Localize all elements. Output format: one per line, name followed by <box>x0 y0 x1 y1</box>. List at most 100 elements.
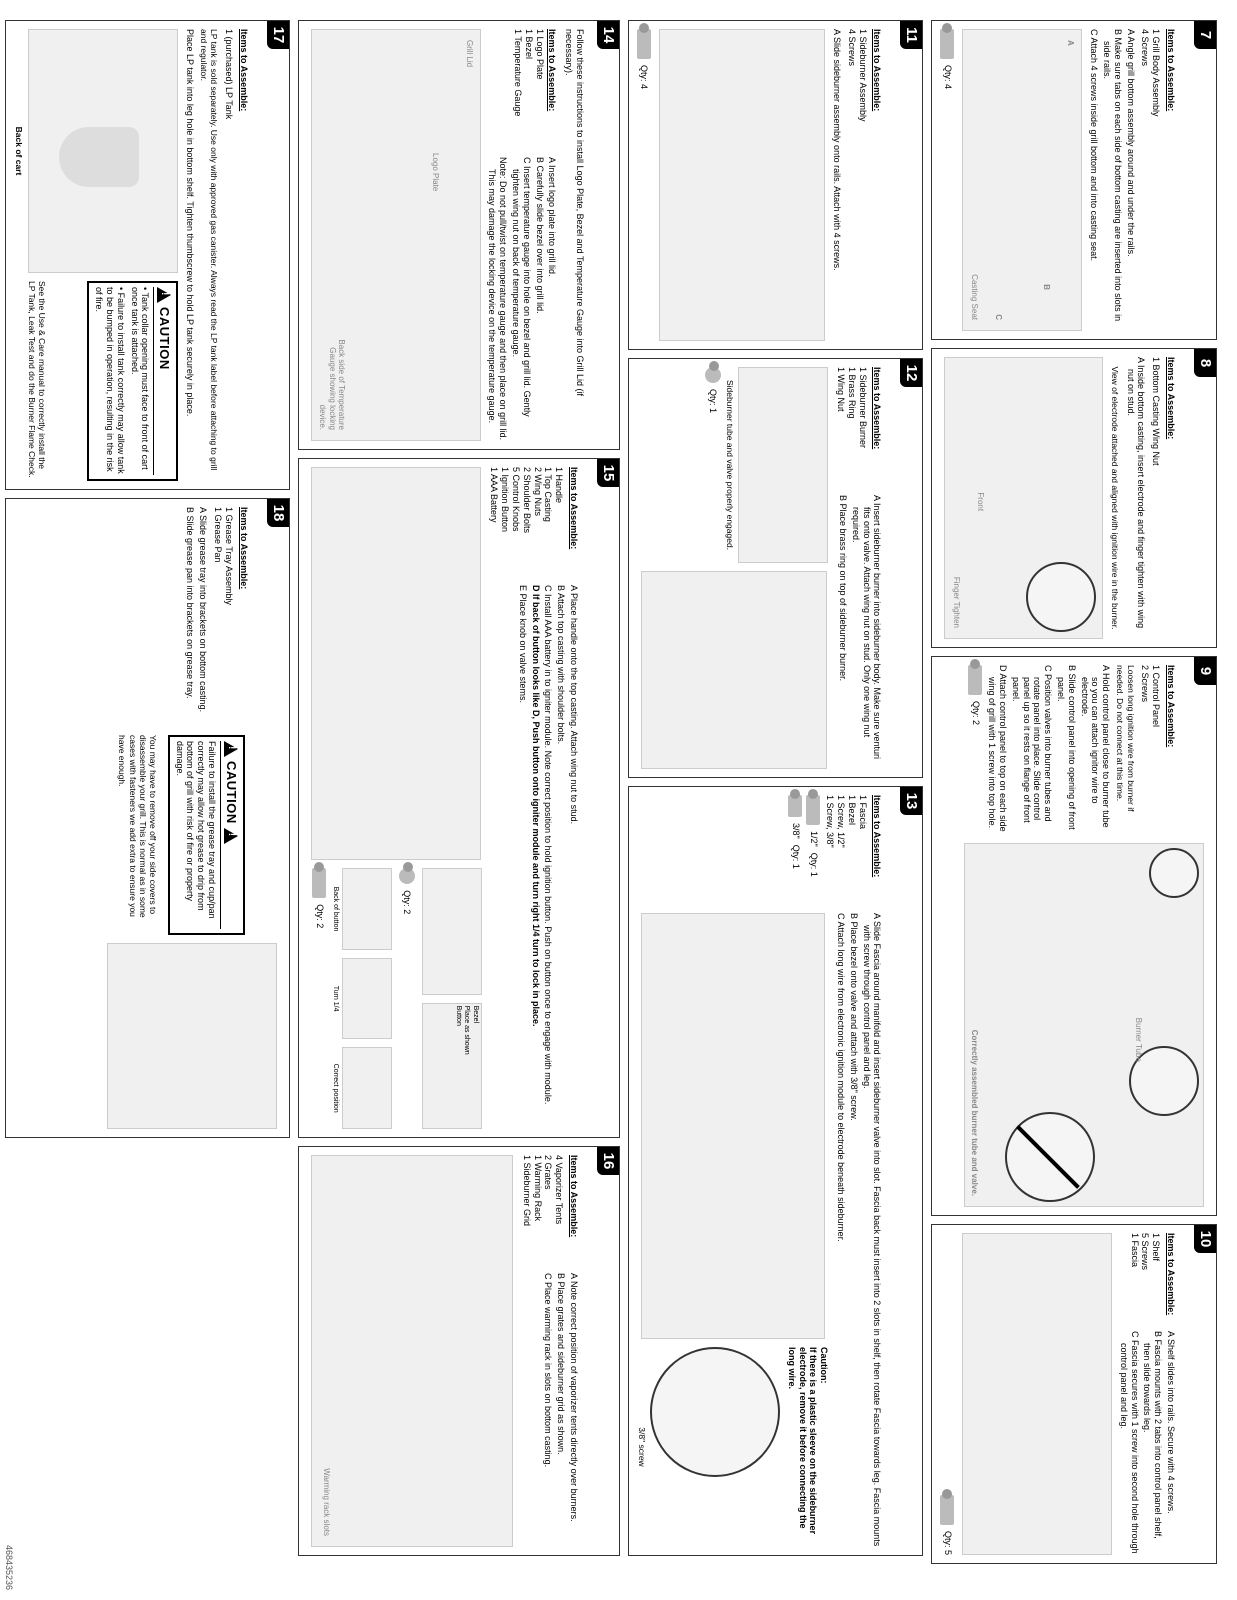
turn-label: Turn 1/4 <box>330 958 338 1040</box>
callout-seat: Casting Seat <box>969 274 979 320</box>
step: A Shelf slides into rails. Secure with 4… <box>1165 1331 1176 1555</box>
bezel-illus: Bezel Place as shown Button <box>422 1003 482 1129</box>
note: View of electrode attached and aligned w… <box>1110 357 1120 639</box>
callout-c: C <box>993 314 1003 320</box>
items-list: 1 (purchased) LP Tank <box>223 29 234 481</box>
illustration <box>962 1233 1112 1555</box>
items-list: 1 Sideburner Burner 1 Brass Ring 1 Wing … <box>835 367 867 487</box>
row-4: 17 Items to Assemble: 1 (purchased) LP T… <box>5 20 290 1580</box>
steps: A Insert sideburner burner into sideburn… <box>831 495 882 769</box>
step-number-badge: 10 <box>1194 1225 1216 1253</box>
item: 2 Screws <box>1140 665 1151 835</box>
front-label: Front <box>975 492 985 511</box>
step-number-badge: 9 <box>1194 657 1216 685</box>
panel-17: 17 Items to Assemble: 1 (purchased) LP T… <box>5 20 290 490</box>
step-number-badge: 12 <box>900 359 922 387</box>
hardware-row: Qty: 5 <box>940 1233 954 1555</box>
illustration: Burner Tube Correctly assembled burner t… <box>964 843 1204 1207</box>
row-2: 11 Items to Assemble: 1 Sideburner Assem… <box>628 20 923 1580</box>
screw-icon <box>940 29 954 59</box>
illustration <box>659 29 825 341</box>
step: D Attach control panel to top on each si… <box>986 665 1008 835</box>
step-number-badge: 17 <box>267 21 289 49</box>
panel-10: 10 Items to Assemble: 1 Shelf 5 Screws 1… <box>931 1224 1217 1564</box>
qty-label: Qty: 1 <box>808 853 819 877</box>
item: 1 (purchased) LP Tank <box>223 29 234 481</box>
back-button-label: Back of button <box>330 868 338 950</box>
caution-label: CAUTION <box>223 761 239 824</box>
step: A Place handle onto the top casting. Att… <box>568 585 579 1129</box>
warning-icon <box>224 828 238 844</box>
items-header: Items to Assemble: <box>1165 665 1176 835</box>
step-number-badge: 8 <box>1194 349 1216 377</box>
caution-box: CAUTION Failure to install the grease tr… <box>168 735 245 935</box>
logo-plate-label: Logo Plate <box>430 153 440 191</box>
callout-b: B <box>1042 284 1052 290</box>
note-top: Loosen long ignition wire from burner if… <box>1115 665 1135 835</box>
illustration-main <box>311 467 481 860</box>
assembly-instruction-page: 7 Items to Assemble: 1 Grill Body Assemb… <box>5 20 1217 1580</box>
items-header: Items to Assemble: <box>568 467 579 577</box>
item: 1 Sideburner Grid <box>521 1155 532 1265</box>
qty-label: Qty: 4 <box>639 65 650 89</box>
screw-icon <box>968 665 982 695</box>
step: Place LP tank into leg hole in bottom sh… <box>184 29 195 481</box>
steps: A Slide grease tray into brackets on bot… <box>185 507 209 727</box>
panel-13: 13 Items to Assemble: 1 Fascia 1 Bezel 1… <box>628 786 923 1556</box>
item: 1 Grease Pan <box>212 507 223 727</box>
item: 1 Temperature Gauge <box>512 29 523 149</box>
step: A Slide sideburner assembly onto rails. … <box>831 29 842 341</box>
steps: A Note correct position of vaporizer ten… <box>517 1273 579 1547</box>
hardware-row: 1/2" Qty: 1 <box>806 795 820 905</box>
step: B Slide grease pan into brackets on grea… <box>185 507 196 727</box>
caution-header: CAUTION <box>153 287 172 475</box>
step-number-badge: 16 <box>597 1147 619 1175</box>
qty-label: Qty: 2 <box>401 890 412 914</box>
item: 1 Grill Body Assembly <box>1150 29 1161 331</box>
items-list: 1 Grease Tray Assembly 1 Grease Pan <box>212 507 234 727</box>
step: E Place knob on valve stems. <box>517 585 528 1129</box>
item: 1 Bottom Casting Wing Nut <box>1150 357 1161 639</box>
screw-icon <box>940 1495 954 1525</box>
step: A Angle grill bottom assembly around and… <box>1125 29 1136 331</box>
item: 4 Screws <box>1140 29 1151 331</box>
caution-header: CAUTION <box>220 741 239 929</box>
hardware-row: Qty: 2 <box>312 868 326 1129</box>
screw-icon <box>788 795 802 817</box>
items-header: Items to Assemble: <box>872 795 883 905</box>
back-of-cart-label: Back of cart <box>14 29 24 273</box>
step-number-badge: 15 <box>597 459 619 487</box>
steps: A Shelf slides into rails. Secure with 4… <box>1116 1331 1176 1555</box>
item: 2 Shoulder Bolts <box>521 467 532 577</box>
burner-tube-label: Burner Tube <box>1133 1018 1143 1062</box>
item: 1 Fascia <box>1129 1233 1140 1323</box>
steps: A Hold control panel close to burner tub… <box>986 665 1111 835</box>
item: 5 Screws <box>1140 1233 1151 1323</box>
illustration-small <box>738 367 828 563</box>
hardware-row: Qty: 4 <box>940 29 954 331</box>
panel-15: 15 Items to Assemble: 1 Handle 1 Top Cas… <box>298 458 620 1138</box>
panel-16: 16 Items to Assemble: 4 Vaporizer Tents … <box>298 1146 620 1556</box>
illustration: Warming rack slots <box>311 1155 513 1547</box>
item: 1 Control Panel <box>1150 665 1161 835</box>
finger-tighten-label: Finger Tighten <box>951 577 961 628</box>
panel-18: 18 Items to Assemble: 1 Grease Tray Asse… <box>5 498 290 1138</box>
qty-label: Qty: 2 <box>970 701 981 725</box>
step: A Hold control panel close to burner tub… <box>1079 665 1111 835</box>
row-3: 14 Follow these instructions to install … <box>298 20 620 1580</box>
items-header: Items to Assemble: <box>238 29 249 481</box>
step: A Inside bottom casting, insert electrod… <box>1125 357 1147 639</box>
screw-icon <box>806 795 820 825</box>
qty-label: Qty: 5 <box>942 1531 953 1555</box>
illustration <box>107 943 277 1129</box>
steps: A Inside bottom casting, insert electrod… <box>1123 357 1147 639</box>
callout-a: A <box>1066 40 1076 46</box>
hw-label: 3/8" <box>790 823 801 839</box>
hardware-row: 3/8" Qty: 1 <box>788 795 802 905</box>
step: B Place brass ring on top of sideburner … <box>837 495 848 769</box>
panel-12: 12 Items to Assemble: 1 Sideburner Burne… <box>628 358 923 778</box>
step: B Attach top casting with shoulder bolts… <box>555 585 566 1129</box>
step-number-badge: 7 <box>1194 21 1216 49</box>
items-list: 4 Vaporizer Tents 2 Grates 1 Warming Rac… <box>521 1155 564 1265</box>
item: 1 Logo Plate <box>534 29 545 149</box>
